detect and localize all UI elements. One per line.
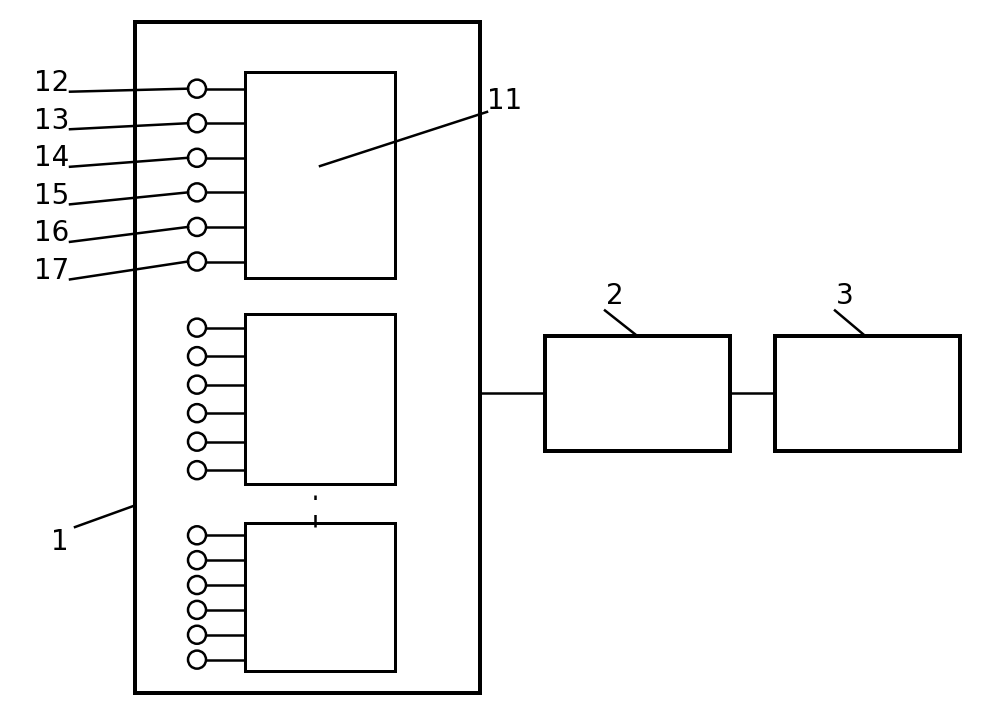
Bar bbox=[135, 22, 480, 693]
Text: 2: 2 bbox=[606, 282, 624, 310]
Text: 17: 17 bbox=[34, 257, 70, 284]
Bar bbox=[245, 523, 395, 671]
Bar bbox=[545, 336, 730, 451]
Text: 16: 16 bbox=[34, 219, 70, 247]
Bar bbox=[775, 336, 960, 451]
Text: 12: 12 bbox=[34, 69, 70, 97]
Bar bbox=[245, 72, 395, 278]
Text: 3: 3 bbox=[836, 282, 854, 310]
Text: 1: 1 bbox=[51, 528, 69, 555]
Bar bbox=[245, 314, 395, 484]
Text: 11: 11 bbox=[487, 87, 523, 115]
Text: 15: 15 bbox=[34, 182, 70, 209]
Text: 13: 13 bbox=[34, 107, 70, 134]
Text: 14: 14 bbox=[34, 144, 70, 172]
